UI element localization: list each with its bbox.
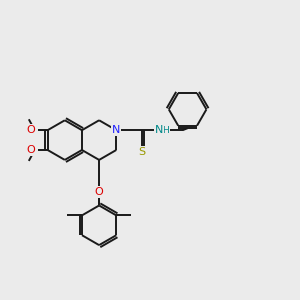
Text: O: O [26,145,35,155]
Text: N: N [112,125,121,135]
Text: O: O [26,125,35,135]
Text: H: H [162,126,169,135]
Text: S: S [139,147,145,157]
Text: N: N [155,125,163,135]
Text: O: O [95,187,103,196]
